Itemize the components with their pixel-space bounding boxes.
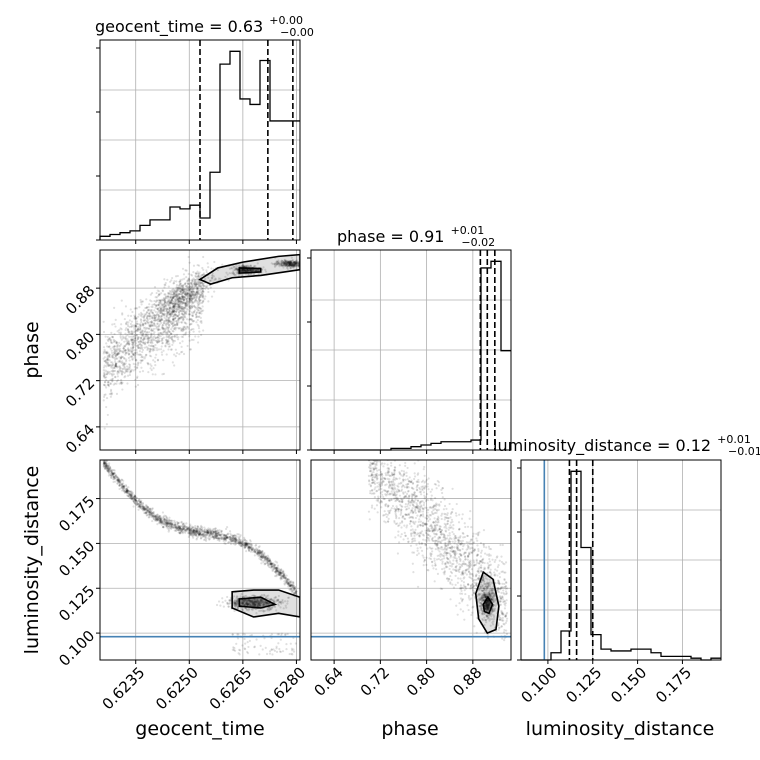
xlabel-luminosity-distance: luminosity_distance	[526, 718, 715, 740]
scatter-geocent_time-luminosity_distance: 0.6235 0.6250 0.6265 0.6280 0.1000.1250.1500…	[55, 459, 309, 714]
hist-panel-phase	[307, 249, 512, 454]
hist-step-luminosity_distance	[521, 470, 721, 661]
xtick-label-2-2: 0.150	[607, 664, 650, 707]
hist-panel-luminosity_distance: 0.100 0.125 0.150 0.175	[517, 459, 722, 707]
ylabel-phase: phase	[21, 321, 43, 378]
xtick-label-2-0: 0.100	[518, 664, 561, 707]
scatter-geocent_time-luminosity_distance-points	[102, 460, 298, 656]
title-geocent-time: geocent_time = 0.63 +0.00 −0.00	[95, 9, 314, 39]
scatter-geocent_time-phase-contour-1	[238, 267, 262, 274]
xtick-label-1-0: 0.64	[310, 664, 346, 700]
hist-step-geocent_time	[99, 50, 300, 240]
ytick-label-1-0: 0.64	[62, 421, 98, 457]
xtick-label-2-1: 0.125	[562, 664, 605, 707]
scatter-geocent_time-phase-frame	[99, 249, 301, 451]
scatter-geocent_time-phase-contour-0	[198, 253, 300, 285]
xtick-label-1-3: 0.88	[449, 664, 485, 700]
hist-panel-geocent_time	[96, 39, 301, 244]
scatter-geocent_time-phase: 0.64 0.72 0.80 0.88	[62, 249, 301, 457]
xtick-label-1-2: 0.80	[403, 664, 439, 700]
hist-2-frame	[520, 459, 722, 661]
scatter-geocent_time-luminosity_distance-contour-1	[238, 596, 278, 609]
scatter-phase-luminosity_distance-contour-0	[474, 570, 500, 635]
xlabel-geocent-time: geocent_time	[135, 718, 264, 740]
scatter-geocent_time-luminosity_distance-frame	[99, 459, 301, 661]
xtick-label-2-3: 0.175	[652, 664, 695, 707]
xtick-label-0-3: 0.6280	[259, 664, 309, 714]
scatter-geocent_time-luminosity_distance-contour-0	[231, 589, 300, 618]
title-phase: phase = 0.91 +0.01 −0.02	[337, 219, 495, 249]
hist-0-frame	[99, 39, 301, 241]
scatter-geocent_time-phase-points	[102, 250, 300, 430]
scatter-phase-luminosity_distance-contour-1	[482, 595, 494, 615]
ytick-label-1-2: 0.80	[62, 328, 98, 364]
title-luminosity-distance: luminosity_distance = 0.12 +0.01 −0.01	[493, 428, 760, 458]
ytick-label-1-1: 0.72	[62, 374, 98, 410]
xtick-label-1-1: 0.72	[357, 664, 393, 700]
hist-1-frame	[310, 249, 512, 451]
xtick-label-0-0: 0.6235	[99, 664, 149, 714]
ytick-label-2-2: 0.150	[55, 537, 98, 580]
xlabel-phase: phase	[381, 718, 438, 740]
ytick-label-1-3: 0.88	[62, 282, 98, 318]
scatter-phase-luminosity_distance-points	[367, 460, 509, 642]
scatter-phase-luminosity_distance-frame	[310, 459, 512, 661]
ytick-label-2-1: 0.125	[55, 582, 98, 625]
ylabel-luminosity-distance: luminosity_distance	[21, 466, 43, 655]
ytick-label-2-3: 0.175	[55, 492, 98, 535]
ytick-label-2-0: 0.100	[55, 627, 98, 670]
xtick-label-0-2: 0.6265	[206, 664, 256, 714]
xtick-label-0-1: 0.6250	[152, 664, 202, 714]
